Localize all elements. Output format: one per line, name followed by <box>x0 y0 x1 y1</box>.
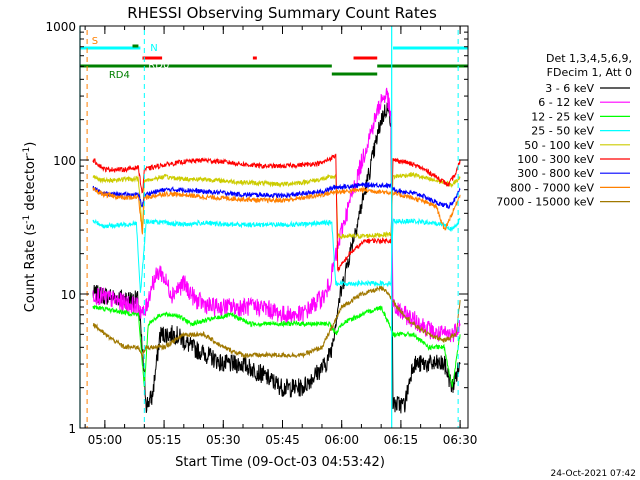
legend-label: 300 - 800 keV <box>517 167 594 180</box>
series-line <box>92 153 461 273</box>
flag-label: RD0 <box>148 60 169 71</box>
x-tick-label: 05:45 <box>265 433 300 447</box>
x-tick-label: 05:15 <box>147 433 182 447</box>
legend-header-line-2: FDecim 1, Att 0 <box>547 66 632 79</box>
y-tick-label: 1 <box>68 422 76 436</box>
y-tick-label: 10 <box>61 288 76 302</box>
legend: Det 1,3,4,5,6,9, FDecim 1, Att 0 3 - 6 k… <box>496 52 632 209</box>
y-axis: 1 10 100 1000 <box>45 20 468 436</box>
x-tick-label: 06:00 <box>324 433 359 447</box>
x-axis: 05:00 05:15 05:30 05:45 06:00 06:15 06:30 <box>84 26 478 447</box>
x-tick-label: 05:30 <box>206 433 241 447</box>
legend-label: 6 - 12 keV <box>538 96 594 109</box>
series-line <box>92 285 461 360</box>
series-line <box>92 185 461 235</box>
flag-label: S <box>92 36 98 47</box>
legend-label: 800 - 7000 keV <box>510 181 594 194</box>
flag-label: F <box>140 51 146 62</box>
legend-label: 100 - 300 keV <box>517 153 594 166</box>
series-layer <box>92 87 461 414</box>
y-axis-label-mid: detector <box>23 155 38 215</box>
x-tick-label: 06:30 <box>443 433 478 447</box>
series-line <box>92 87 461 343</box>
plot-frame <box>79 25 469 429</box>
series-line <box>92 217 461 293</box>
y-tick-label: 100 <box>53 154 76 168</box>
series-line <box>92 102 461 414</box>
series-line <box>92 304 461 388</box>
x-axis-label: Start Time (09-Oct-03 04:53:42) <box>175 455 385 470</box>
x-tick-label: 05:00 <box>88 433 123 447</box>
y-axis-label-end: ) <box>23 142 38 147</box>
legend-label: 7000 - 15000 keV <box>496 196 594 209</box>
legend-label: 12 - 25 keV <box>531 110 594 123</box>
x-tick-label: 06:15 <box>384 433 419 447</box>
y-axis-label-sup: -1 <box>22 215 32 224</box>
series-line <box>92 172 461 240</box>
y-axis-label-main: Count Rate (s <box>23 224 38 313</box>
legend-label: 3 - 6 keV <box>545 82 594 95</box>
y-axis-label: Count Rate (s-1 detector-1) <box>22 142 38 313</box>
legend-header-line-1: Det 1,3,4,5,6,9, <box>546 52 632 65</box>
legend-label: 25 - 50 keV <box>531 125 594 138</box>
legend-label: 50 - 100 keV <box>524 139 594 152</box>
footer-date: 24-Oct-2021 07:42 <box>551 469 636 479</box>
y-axis-label-sup2: -1 <box>22 147 32 156</box>
flag-label: N <box>150 43 157 54</box>
chart-title: RHESSI Observing Summary Count Rates <box>127 4 437 22</box>
flag-label: RD4 <box>109 70 130 81</box>
y-tick-label: 1000 <box>45 20 76 34</box>
